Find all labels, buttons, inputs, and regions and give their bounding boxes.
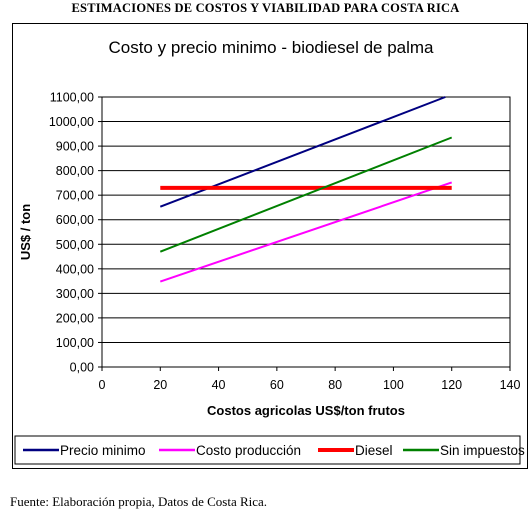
y-tick-label: 100,00 — [56, 336, 94, 350]
legend-label: Costo producción — [196, 443, 301, 458]
y-tick-label: 200,00 — [56, 311, 94, 325]
y-tick-label: 500,00 — [56, 238, 94, 252]
y-tick-label: 700,00 — [56, 189, 94, 203]
plot-border — [101, 96, 511, 368]
grid — [102, 96, 510, 368]
y-tick-label: 300,00 — [56, 287, 94, 301]
chart: Costo y precio minimo - biodiesel de pal… — [14, 38, 525, 465]
legend-label: Precio minimo — [60, 443, 146, 458]
y-tick-label: 1100,00 — [50, 91, 94, 105]
x-tick-label: 120 — [441, 378, 462, 392]
x-axis-label: Costos agricolas US$/ton frutos — [207, 403, 405, 418]
y-tick-label: 900,00 — [56, 140, 94, 154]
chart-frame: Costo y precio minimo - biodiesel de pal… — [12, 23, 528, 469]
y-tick-label: 400,00 — [56, 262, 94, 276]
y-tick-label: 0,00 — [70, 361, 94, 375]
y-tick-labels: 0,00 100,00 200,00 300,00 400,00 500,00 600,00… — [49, 91, 94, 375]
x-tick-label: 80 — [328, 378, 342, 392]
y-tick-label: 800,00 — [56, 164, 94, 178]
x-tick-label: 60 — [270, 378, 284, 392]
y-tick-label: 1000,00 — [49, 115, 94, 129]
x-tick-label: 0 — [99, 378, 106, 392]
series-lines — [159, 96, 453, 283]
legend-label: Diesel — [355, 443, 393, 458]
document-header: ESTIMACIONES DE COSTOS Y VIABILIDAD PARA… — [71, 1, 460, 15]
y-axis-label: US$ / ton — [18, 204, 33, 260]
axes — [98, 96, 511, 371]
series-line-costo-producci-n — [159, 181, 453, 283]
y-tick-label: 600,00 — [56, 213, 94, 227]
source-note: Fuente: Elaboración propia, Datos de Cos… — [10, 494, 268, 509]
x-tick-label: 140 — [500, 378, 521, 392]
legend-label: Sin impuestos — [440, 443, 525, 458]
chart-title: Costo y precio minimo - biodiesel de pal… — [108, 38, 434, 57]
x-tick-label: 40 — [212, 378, 226, 392]
legend: Precio minimo Costo producción Diesel Sin i… — [23, 443, 525, 458]
series-line-sin-impuestos — [159, 136, 453, 253]
x-tick-label: 20 — [153, 378, 167, 392]
x-tick-labels: 0 20 40 60 80 100 120 140 — [99, 378, 521, 392]
x-tick-label: 100 — [383, 378, 404, 392]
